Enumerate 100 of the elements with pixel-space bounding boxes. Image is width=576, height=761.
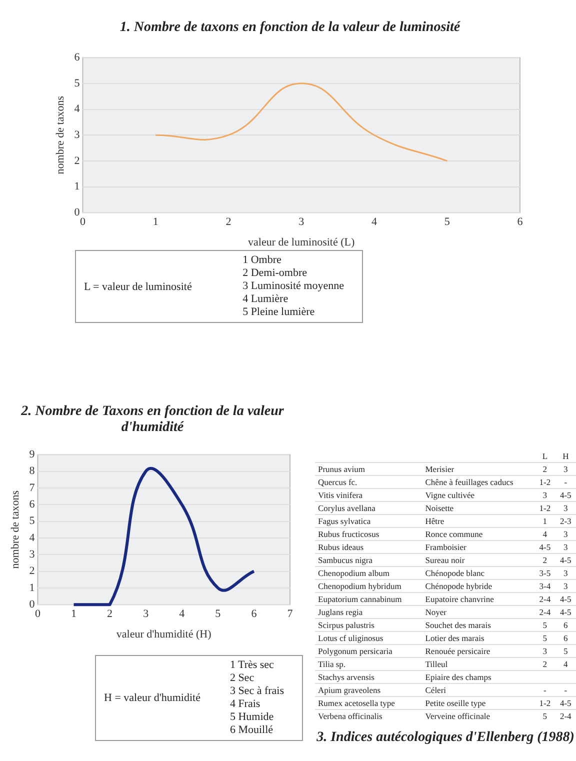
text: Noyer: [422, 606, 535, 618]
text: 3: [555, 580, 576, 592]
text: 2: [534, 462, 556, 476]
text: 3-4: [534, 580, 556, 592]
text: Ronce commune: [422, 528, 535, 540]
x-tick-label: 3: [143, 608, 150, 620]
y-tick-label: 1: [74, 180, 80, 193]
text: H: [562, 450, 570, 462]
y-axis-title: nombre de taxons: [9, 490, 22, 569]
text: Hêtre: [422, 514, 535, 528]
text: Sureau noir: [422, 554, 535, 566]
text: Vigne cultivée: [422, 488, 535, 502]
text: 4-5: [555, 696, 576, 710]
text: Sambucus nigra: [315, 554, 422, 566]
text: Souchet des marais: [422, 618, 535, 632]
text: 2 Sec: [230, 672, 256, 685]
text: Corylus avellana: [315, 502, 422, 514]
text: -: [555, 476, 576, 488]
y-tick-label: 6: [74, 51, 80, 64]
y-tick-label: 7: [29, 482, 36, 494]
text: 3: [534, 488, 556, 502]
text: 4-5: [555, 592, 576, 606]
y-tick-label: 6: [29, 498, 36, 510]
y-tick-label: 5: [74, 77, 80, 90]
text: 5: [534, 618, 556, 632]
text: Lotier des marais: [422, 632, 535, 644]
x-tick-label: 4: [371, 216, 378, 228]
text: 1-2: [534, 696, 556, 710]
text: Fagus sylvatica: [315, 514, 422, 528]
text: 1 Très sec: [230, 659, 275, 672]
text: Eupatoire chanvrine: [422, 592, 535, 606]
text: 2: [534, 658, 556, 670]
text: Polygonum persicaria: [315, 644, 422, 658]
text: 1 Ombre: [242, 254, 282, 267]
text: 4-5: [555, 554, 576, 566]
text: Rumex acetosella type: [315, 696, 422, 710]
text: 4: [555, 658, 576, 670]
text: Juglans regia: [315, 606, 422, 618]
text: Verbena officinalis: [315, 710, 422, 722]
text: 3-5: [534, 566, 556, 580]
text: 4-5: [534, 540, 556, 554]
text: 3 Sec à frais: [230, 685, 285, 698]
text: Tilia sp.: [315, 658, 422, 670]
text: H = valeur d'humidité: [104, 692, 202, 704]
text: 3. Indices autécologiques d'Ellenberg (1988): [316, 730, 576, 746]
y-tick-label: 3: [74, 128, 80, 141]
text: Stachys arvensis: [315, 670, 422, 684]
text: Chêne à feuillages caducs: [422, 476, 535, 488]
x-tick-label: 7: [287, 608, 294, 620]
text: Renouée persicaire: [422, 644, 535, 658]
text: 1: [534, 514, 556, 528]
y-tick-label: 5: [29, 515, 36, 528]
text: Chénopode blanc: [422, 566, 535, 580]
text: Lotus cf uliginosus: [315, 632, 422, 644]
text: 3: [555, 502, 576, 514]
text: 2-4: [534, 592, 556, 606]
text: 2-4: [534, 606, 556, 618]
text: 4-5: [555, 488, 576, 502]
text: 3: [555, 566, 576, 580]
text: 2-3: [555, 514, 576, 528]
text: Framboisier: [422, 540, 535, 554]
text: Quercus fc.: [315, 476, 422, 488]
x-axis-title: valeur de luminosité (L): [248, 236, 355, 248]
text: 3: [555, 540, 576, 554]
text: 5 Humide: [230, 711, 275, 724]
y-tick-label: 1: [29, 582, 35, 594]
text: 5 Pleine lumière: [242, 306, 316, 319]
text: Chénopode hybride: [422, 580, 535, 592]
text: 4 Lumière: [242, 293, 290, 306]
text: 1-2: [534, 476, 556, 488]
text: Apium graveolens: [315, 684, 422, 696]
text: Céleri: [422, 684, 535, 696]
chart-title: 1. Nombre de taxons en fonction de la valeur de luminosité: [118, 19, 462, 37]
y-tick-label: 0: [29, 598, 36, 610]
text: 1-2: [534, 502, 556, 514]
text: 2-4: [555, 710, 576, 722]
y-tick-label: 3: [29, 548, 36, 560]
text: 6 Mouillé: [230, 724, 274, 737]
x-tick-label: 5: [444, 216, 450, 228]
y-tick-label: 8: [29, 465, 36, 478]
y-tick-label: 0: [74, 206, 80, 218]
text: 4-5: [555, 606, 576, 618]
text: Verveine officinale: [422, 710, 535, 722]
text: 5: [534, 710, 556, 722]
text: 5: [534, 632, 556, 644]
y-tick-label: 9: [29, 448, 36, 460]
text: 3: [555, 462, 576, 476]
x-tick-label: 6: [251, 608, 258, 620]
text: 2: [534, 554, 556, 566]
y-tick-label: 4: [29, 532, 36, 544]
text: 4 Frais: [230, 698, 262, 711]
chart-title: 2. Nombre de Taxons en fonction de la valeur d'humidité: [20, 403, 285, 437]
y-axis-title: nombre de taxons: [54, 96, 66, 174]
x-tick-label: 5: [215, 608, 222, 620]
text: Rubus ideaus: [315, 540, 422, 554]
text: Chenopodium album: [315, 566, 422, 580]
x-tick-label: 2: [226, 216, 232, 228]
y-tick-label: 4: [74, 103, 80, 116]
text: Eupatorium cannabinum: [315, 592, 422, 606]
text: Prunus avium: [315, 462, 422, 476]
